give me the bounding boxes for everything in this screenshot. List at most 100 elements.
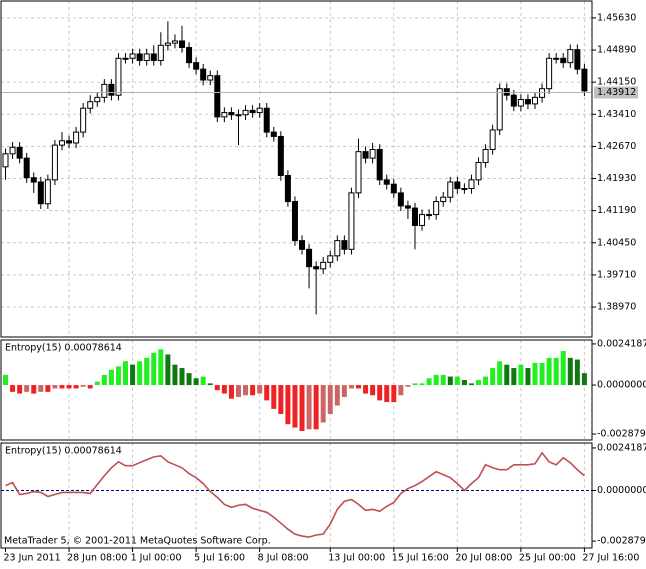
histogram-bar xyxy=(476,379,482,386)
histogram-bar xyxy=(525,368,531,386)
histogram-bar xyxy=(419,383,425,386)
y-tick-label: 0.00241877 xyxy=(597,338,646,349)
candle-body xyxy=(44,179,51,205)
x-tick-label: 15 Jul 16:00 xyxy=(392,553,449,564)
candle-body xyxy=(228,112,235,116)
histogram-bar xyxy=(264,385,270,401)
histogram-bar xyxy=(278,385,284,414)
histogram-bar xyxy=(440,374,446,386)
candle-body xyxy=(284,175,291,203)
candle-body xyxy=(249,109,256,114)
candle-body xyxy=(447,181,454,198)
y-tick-label: 0.00241877 xyxy=(597,442,646,453)
candle-body xyxy=(143,53,150,61)
candle-body xyxy=(214,75,221,118)
histogram-bar xyxy=(193,378,199,386)
histogram-bar xyxy=(228,385,234,399)
histogram-bar xyxy=(504,364,510,386)
candle-body xyxy=(524,99,531,105)
candle-body xyxy=(87,101,94,109)
candle-body xyxy=(355,151,362,194)
histogram-bar xyxy=(221,385,227,394)
candle-body xyxy=(270,131,277,137)
histogram-bar xyxy=(108,369,114,386)
candle-body xyxy=(404,205,411,209)
candle-body xyxy=(369,148,376,159)
histogram-bar xyxy=(313,385,319,430)
candle-body xyxy=(489,129,496,150)
candle-body xyxy=(320,261,327,270)
histogram-bar xyxy=(327,385,333,414)
last-price-box xyxy=(594,86,638,99)
histogram-bar xyxy=(207,383,213,386)
histogram-bar xyxy=(348,385,354,389)
histogram-bar xyxy=(165,354,171,386)
histogram-bar xyxy=(532,362,538,386)
histogram-bar xyxy=(306,385,312,430)
x-tick-label: 1 Jul 00:00 xyxy=(131,553,182,564)
candle-body xyxy=(164,42,171,46)
histogram-bar xyxy=(87,385,93,389)
histogram-bar xyxy=(356,385,361,389)
histogram-bar xyxy=(101,374,107,386)
histogram-bar xyxy=(172,364,178,386)
histogram-bar xyxy=(158,349,164,386)
histogram-bar xyxy=(24,385,30,392)
copyright: MetaTrader 5, © 2001-2011 MetaQuotes Sof… xyxy=(4,536,271,547)
last-price-label: 1.43912 xyxy=(597,87,636,98)
y-tick-label: 1.42670 xyxy=(597,141,636,152)
histogram-bar xyxy=(130,364,136,386)
candle-body xyxy=(129,53,136,59)
histogram-bar xyxy=(10,385,16,392)
candle-body xyxy=(235,114,242,117)
histogram-bar xyxy=(137,361,143,386)
y-tick-label: 1.38970 xyxy=(597,302,636,313)
candle-body xyxy=(411,207,418,226)
panel-title: Entropy(15) 0.00078614 xyxy=(5,343,122,354)
candle-body xyxy=(171,40,178,44)
y-tick-label: 0.0000000 xyxy=(597,380,646,391)
histogram-bar xyxy=(320,385,326,423)
indicator-line xyxy=(5,451,585,538)
histogram-bar xyxy=(257,385,263,394)
panel-title: Entropy(15) 0.00078614 xyxy=(5,446,122,457)
candle-body xyxy=(94,96,101,103)
x-tick-label: 13 Jul 00:00 xyxy=(328,553,385,564)
candle-body xyxy=(242,109,249,116)
histogram-bar xyxy=(66,385,72,389)
candle-body xyxy=(362,151,369,159)
histogram-bar xyxy=(560,351,566,386)
histogram-bar xyxy=(334,385,340,406)
candle-body xyxy=(482,148,489,163)
candle-body xyxy=(200,68,207,81)
panel-frame xyxy=(0,442,593,549)
histogram-bar xyxy=(45,385,51,392)
y-tick-label: 1.43410 xyxy=(597,109,636,120)
candle-body xyxy=(419,214,426,226)
histogram-bar xyxy=(426,378,432,386)
x-tick-label: 20 Jul 08:00 xyxy=(455,553,512,564)
candle-body xyxy=(376,148,383,181)
candle-body xyxy=(496,88,503,131)
histogram-bar xyxy=(511,368,517,386)
candle-body xyxy=(263,107,270,133)
histogram-bar xyxy=(539,362,545,386)
candle-body xyxy=(37,181,44,205)
histogram-bar xyxy=(38,385,44,392)
candle-body xyxy=(553,57,560,60)
y-tick-label: -0.00287950 xyxy=(597,429,646,440)
histogram-bar xyxy=(115,366,121,386)
candle-body xyxy=(567,49,574,64)
y-tick-label: 1.45630 xyxy=(597,12,636,23)
histogram-bar xyxy=(59,385,65,389)
x-tick-label: 8 Jul 08:00 xyxy=(258,553,309,564)
y-tick-label: 1.41190 xyxy=(597,205,636,216)
candle-body xyxy=(475,161,482,181)
candle-body xyxy=(341,240,348,250)
histogram-bar xyxy=(546,357,552,386)
histogram-bar xyxy=(405,385,411,387)
candle-body xyxy=(157,44,164,61)
y-tick-label: 1.40450 xyxy=(597,237,636,248)
histogram-bar xyxy=(412,383,418,386)
